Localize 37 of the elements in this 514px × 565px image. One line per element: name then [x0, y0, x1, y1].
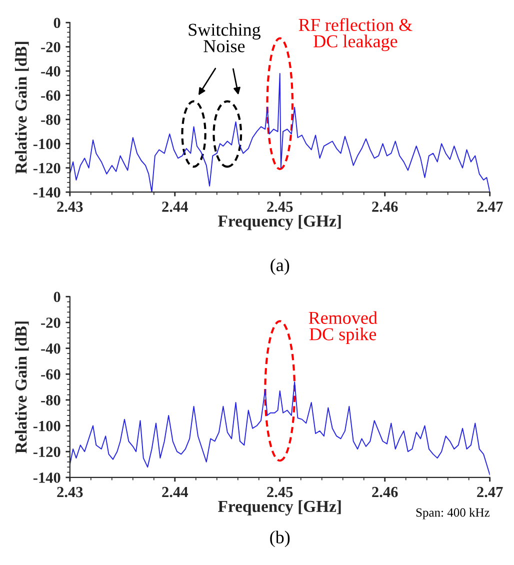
annotation: RF reflection & DC leakage — [298, 18, 412, 52]
x-tick-label: 2.43 — [57, 486, 83, 498]
text: (a) — [270, 258, 290, 275]
y-tick-label: -20 — [41, 42, 60, 52]
x-tick-label: 2.44 — [162, 202, 188, 212]
y-tick-label: -140 — [33, 472, 60, 483]
y-tick-label: -60 — [41, 90, 60, 101]
y-tick-label: -40 — [41, 343, 60, 354]
x-tick-label: 2.46 — [372, 486, 398, 498]
y-tick-label: -100 — [33, 138, 60, 150]
text: (b) — [270, 530, 290, 548]
y-tick-label: -80 — [41, 114, 60, 125]
x-tick-label: 2.47 — [477, 486, 503, 498]
y-tick-label: 0 — [54, 292, 60, 302]
y-tick-label: -120 — [33, 163, 60, 174]
line-series — [70, 381, 490, 476]
y-axis-title: Relative Gain [dB] — [14, 42, 29, 174]
y-tick-label: -100 — [33, 420, 60, 432]
x-axis-title: Frequency [GHz] — [218, 500, 341, 516]
x-tick-label: 2.46 — [372, 202, 398, 212]
x-tick-label: 2.44 — [162, 486, 188, 498]
y-axis-title: Relative Gain [dB] — [14, 322, 29, 454]
annotation: Switching Noise — [188, 23, 260, 52]
x-axis-title: Frequency [GHz] — [218, 214, 341, 230]
x-tick-label: 2.47 — [477, 202, 503, 212]
text: Span: 400 kHz — [416, 508, 490, 520]
x-tick-label: 2.45 — [267, 202, 293, 212]
y-tick-label: -40 — [41, 66, 60, 76]
y-tick-label: -120 — [33, 446, 60, 458]
x-tick-label: 2.43 — [57, 202, 83, 212]
y-tick-label: -60 — [41, 369, 60, 380]
y-tick-label: 0 — [54, 18, 60, 28]
y-tick-label: -80 — [41, 395, 60, 406]
annotation: Removed DC spike — [308, 311, 378, 344]
x-tick-label: 2.45 — [267, 486, 293, 498]
y-tick-label: -20 — [41, 318, 60, 328]
y-tick-label: -140 — [33, 187, 60, 198]
